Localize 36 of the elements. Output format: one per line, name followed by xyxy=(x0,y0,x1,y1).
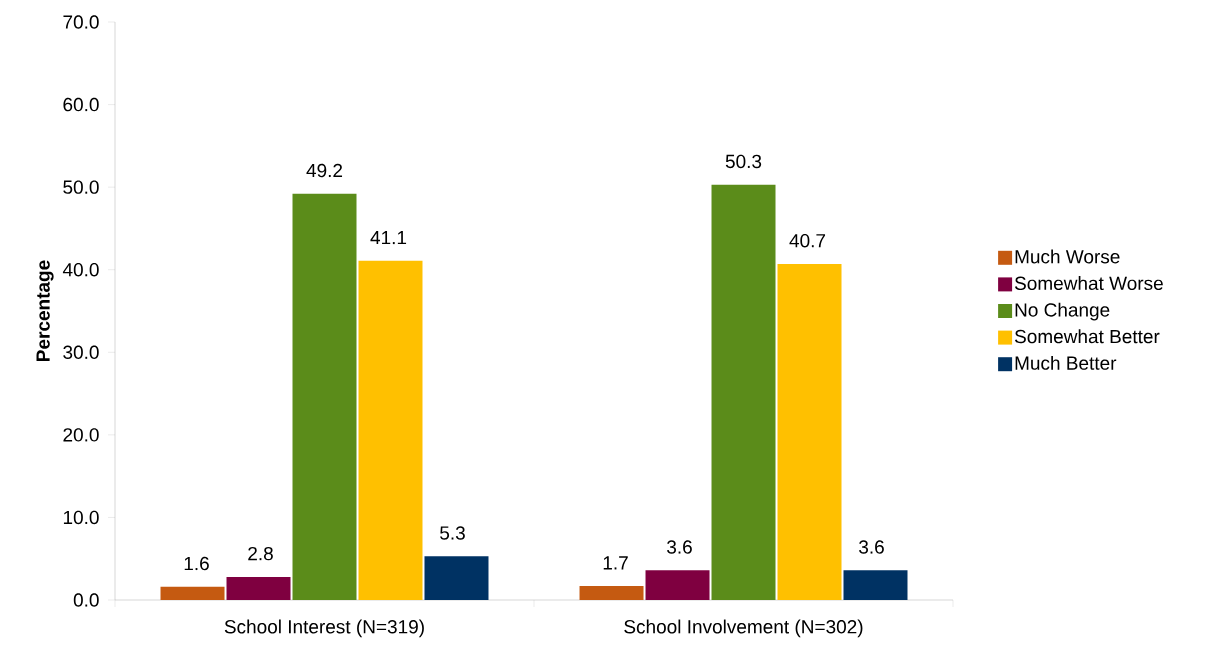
legend-label: Much Worse xyxy=(1015,249,1120,264)
data-label: 5.3 xyxy=(440,526,465,540)
legend-label: Somewhat Worse xyxy=(1014,276,1163,291)
y-tick-label: 10.0 xyxy=(63,510,99,525)
x-tick-label: School Interest (N=319) xyxy=(224,619,424,638)
bar xyxy=(292,193,357,600)
bar xyxy=(226,576,291,600)
y-tick-label: 60.0 xyxy=(63,97,99,112)
bar xyxy=(160,586,225,600)
y-tick-label: 40.0 xyxy=(62,262,99,277)
bar xyxy=(645,570,710,600)
y-axis-title: Percentage xyxy=(36,260,54,361)
bar xyxy=(843,570,908,600)
bar xyxy=(358,260,423,600)
y-tick-label: 30.0 xyxy=(63,345,99,360)
bar xyxy=(777,263,842,600)
data-label: 1.6 xyxy=(184,556,209,571)
bar xyxy=(424,556,489,600)
data-label: 41.1 xyxy=(370,231,407,245)
data-label: 1.7 xyxy=(603,556,628,570)
data-label: 3.6 xyxy=(859,540,884,554)
bar xyxy=(711,184,776,600)
y-tick-label: 0.0 xyxy=(73,593,99,607)
legend-label: Much Better xyxy=(1015,355,1117,370)
y-tick-label: 70.0 xyxy=(63,15,99,29)
data-label: 49.2 xyxy=(306,163,343,178)
data-label: 50.3 xyxy=(725,154,762,169)
data-label: 3.6 xyxy=(667,540,692,554)
y-tick-label: 50.0 xyxy=(63,180,99,194)
bar xyxy=(579,585,644,600)
data-label: 2.8 xyxy=(248,546,273,561)
data-label: 40.7 xyxy=(789,233,826,248)
y-tick-label: 20.0 xyxy=(63,428,99,442)
legend-label: Somewhat Better xyxy=(1014,329,1160,344)
legend-label: No Change xyxy=(1015,302,1110,321)
x-tick-label: School Involvement (N=302) xyxy=(624,619,863,638)
